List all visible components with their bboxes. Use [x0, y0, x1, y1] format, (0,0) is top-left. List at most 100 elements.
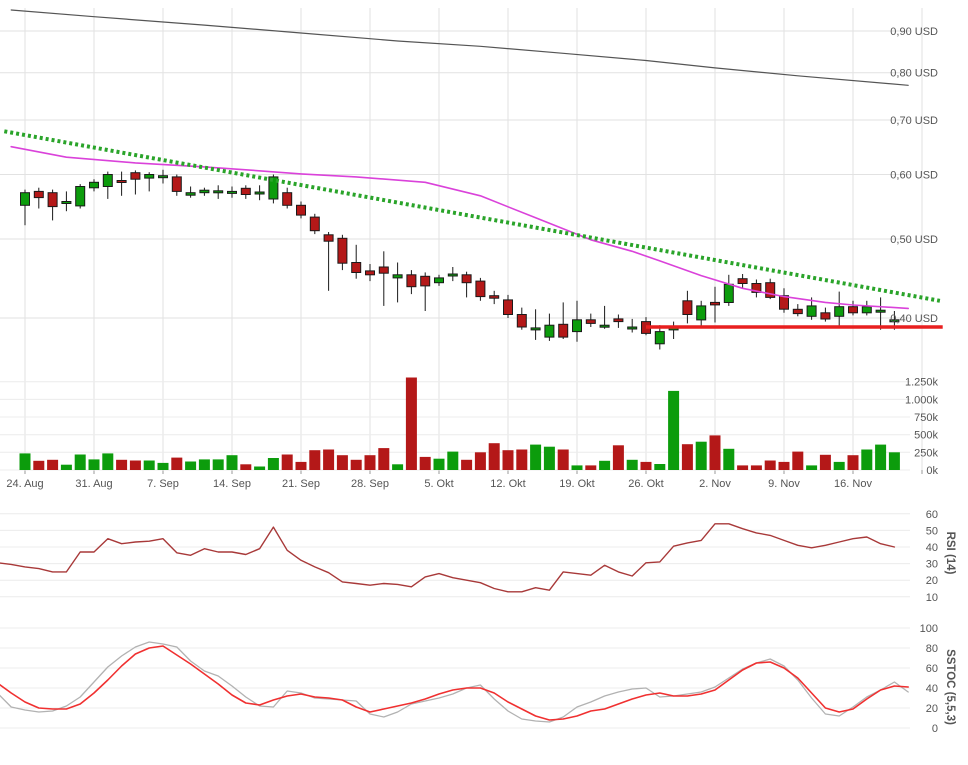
candles-group [20, 169, 900, 350]
volume-bar [654, 464, 666, 470]
volume-bar [875, 444, 887, 470]
volume-bar [833, 461, 845, 470]
volume-bar [819, 454, 831, 470]
price-axis-label: 0,80 USD [890, 68, 938, 80]
volume-bar [171, 457, 183, 470]
volume-axis-label: 500k [914, 430, 938, 442]
volume-axis-label: 1.000k [905, 394, 939, 406]
volume-bar [323, 449, 335, 470]
candle [158, 175, 168, 179]
volume-bar [737, 465, 749, 470]
candle [254, 191, 265, 195]
date-label: 5. Okt [424, 478, 453, 490]
candle [75, 186, 86, 207]
date-label: 24. Aug [6, 478, 43, 490]
volume-axis-label: 750k [914, 412, 938, 424]
date-label: 9. Nov [768, 478, 800, 490]
price-axis-label: 0,40 USD [890, 313, 938, 325]
candle [461, 274, 472, 284]
volume-bar [626, 459, 638, 470]
ma-medium-line [10, 145, 910, 310]
volume-axis-label: 0k [926, 465, 938, 477]
volume-bar [640, 461, 652, 470]
candle [627, 326, 638, 330]
volume-bar [695, 441, 707, 470]
volume-bar [778, 461, 790, 470]
rsi-title: RSI (14) [944, 532, 956, 575]
candle [820, 312, 831, 320]
date-label: 7. Sep [147, 478, 179, 490]
price-axis-label: 0,50 USD [890, 234, 938, 246]
volume-bar [392, 464, 404, 470]
ma-long-line [10, 9, 909, 86]
volume-bar [433, 458, 445, 470]
volume-bar [198, 459, 210, 470]
sstoc-axis-label: 60 [926, 663, 938, 675]
volume-bar [350, 459, 362, 470]
volume-bar [861, 449, 873, 470]
candle [875, 309, 886, 313]
volume-axis-label: 1.250k [905, 377, 939, 389]
axis-labels: 0,90 USD 0,80 USD 0,70 USD 0,60 USD 0,50 USD… [6, 26, 938, 490]
candle [585, 319, 596, 324]
volume-bar [419, 456, 431, 470]
volume-bar [530, 444, 542, 470]
volume-bar [806, 465, 818, 470]
rsi-axis-label: 60 [926, 509, 938, 521]
volume-bar [571, 465, 583, 470]
candle [213, 190, 224, 194]
volume-bar [74, 454, 86, 470]
volume-bar [405, 377, 417, 470]
candle [199, 189, 210, 194]
volume-bar [750, 465, 762, 470]
candle [130, 172, 141, 180]
volume-bar [668, 390, 680, 470]
candle [710, 301, 720, 306]
volume-axis-label: 250k [914, 447, 938, 459]
candle [20, 192, 30, 206]
volume-bar [378, 448, 390, 470]
rsi-axis-label: 30 [926, 559, 938, 571]
candle [751, 283, 762, 293]
candle [834, 306, 845, 317]
candle [765, 282, 776, 298]
volume-bar [295, 461, 307, 470]
volume-bar [764, 460, 776, 470]
rsi-axis-label: 10 [926, 592, 938, 604]
candle [406, 274, 417, 288]
volume-bar [88, 459, 100, 470]
volume-bar [709, 435, 721, 470]
candle [530, 327, 541, 331]
date-label: 19. Okt [559, 478, 594, 490]
price-axis-label: 0,70 USD [890, 115, 938, 127]
volume-bar [888, 452, 900, 470]
volume-bar [488, 443, 500, 470]
volume-bar [116, 459, 128, 470]
volume-bar [847, 455, 859, 470]
price-axis-label: 0,60 USD [890, 170, 938, 182]
candle [558, 323, 569, 338]
volume-bar [240, 464, 252, 470]
sstoc-panel: 100 80 60 40 20 0 SSTOC (5,5,3) [0, 623, 956, 735]
rsi-panel: 60 50 40 30 20 10 RSI (14) [0, 509, 956, 604]
candle [33, 190, 44, 199]
rsi-axis-label: 20 [926, 575, 938, 587]
volume-bar [102, 453, 114, 470]
trendline [3, 129, 941, 303]
volume-bar [516, 449, 528, 470]
candle [240, 187, 251, 196]
candle [447, 273, 458, 277]
volume-bar [129, 460, 141, 470]
volume-bar [309, 450, 321, 470]
candle [792, 308, 803, 315]
date-label: 12. Okt [490, 478, 525, 490]
candle [282, 192, 293, 206]
candle [171, 176, 182, 192]
candle [489, 295, 500, 299]
candle [309, 216, 320, 232]
volume-bar [502, 450, 514, 470]
candle [323, 234, 334, 242]
candle [696, 305, 707, 321]
price-axis-label: 0,90 USD [890, 26, 938, 38]
